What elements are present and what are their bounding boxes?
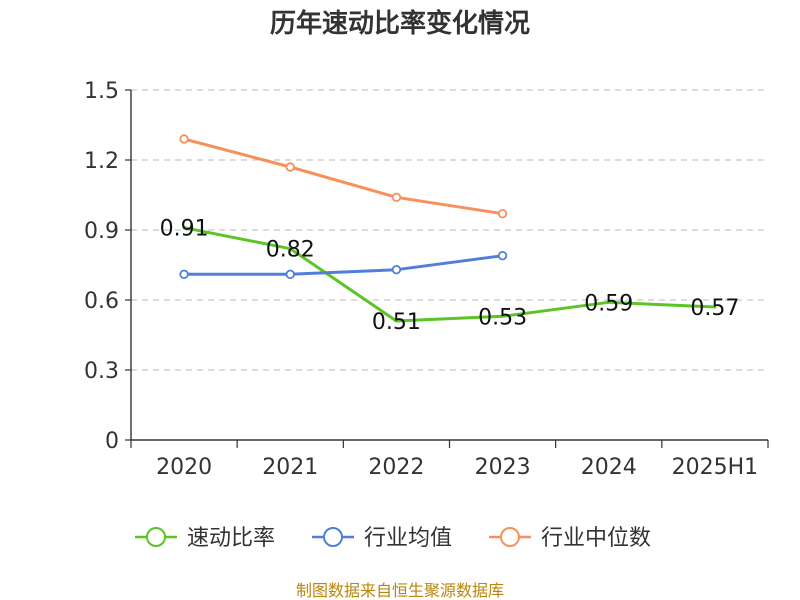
legend-marker-2 [323, 527, 343, 547]
data-labels: 0.91 0.82 0.51 0.53 0.59 0.57 [160, 217, 740, 335]
data-label: 0.82 [266, 238, 315, 263]
x-tick-label: 2020 [156, 455, 212, 480]
series-line-2 [182, 254, 505, 276]
data-point-marker [285, 269, 295, 280]
data-point-marker [391, 264, 402, 275]
legend: 速动比率 行业均值 行业中位数 [135, 526, 651, 551]
series-group [179, 134, 717, 323]
legend-marker-1 [146, 527, 166, 547]
y-tick-label: 1.2 [84, 149, 119, 174]
data-point-marker [391, 192, 402, 203]
legend-label-1: 速动比率 [187, 526, 275, 551]
data-point-marker [285, 162, 295, 172]
data-label: 0.91 [160, 217, 209, 242]
gridlines [131, 89, 768, 371]
legend-marker-3 [500, 527, 520, 547]
x-tick-label: 2024 [581, 455, 637, 480]
x-tick-label: 2022 [368, 455, 424, 480]
data-point-marker [179, 134, 189, 144]
chart-title: 历年速动比率变化情况 [270, 8, 530, 39]
x-tick-label: 2025H1 [672, 455, 759, 480]
data-label: 0.51 [372, 310, 421, 335]
series-line-1 [182, 226, 717, 323]
source-note: 制图数据来自恒生聚源数据库 [296, 581, 504, 600]
y-tick-label: 0.6 [84, 289, 119, 314]
data-label: 0.59 [584, 291, 633, 316]
y-tick-label: 0.3 [84, 359, 119, 384]
data-label: 0.53 [478, 305, 527, 330]
data-point-marker [497, 250, 508, 261]
x-tick-label: 2021 [262, 455, 318, 480]
axes: 0 0.3 0.6 0.9 1.2 1.5 2020 2021 2022 2023 2024 2025… [84, 79, 769, 480]
legend-label-2: 行业均值 [364, 526, 452, 551]
y-tick-label: 0.9 [84, 219, 119, 244]
data-point-marker [179, 269, 189, 280]
x-tick-label: 2023 [475, 455, 531, 480]
data-label: 0.57 [690, 296, 739, 321]
data-point-marker [497, 208, 508, 219]
y-tick-label: 0 [105, 429, 119, 454]
legend-label-3: 行业中位数 [541, 526, 651, 551]
y-tick-label: 1.5 [84, 79, 119, 104]
series-line-3 [182, 137, 505, 216]
